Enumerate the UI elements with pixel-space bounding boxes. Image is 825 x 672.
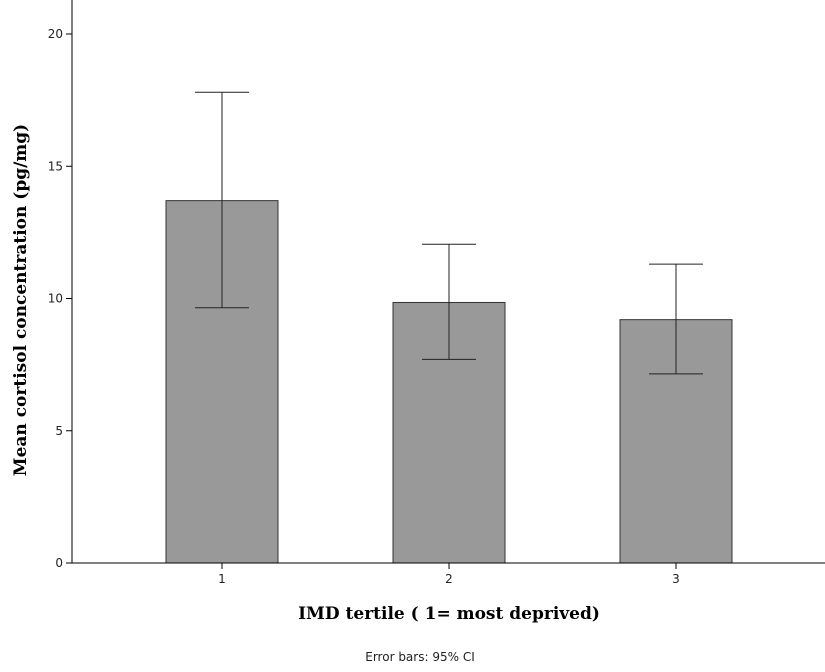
y-axis-title: Mean cortisol concentration (pg/mg) (11, 124, 31, 476)
error-bar-2 (422, 243, 476, 360)
y-tick-label: 20 (48, 27, 63, 41)
x-tick-label: 3 (672, 572, 680, 586)
bar-2 (392, 301, 506, 564)
x-axis-ticks: 1 2 3 (218, 563, 680, 586)
error-bar-1 (195, 91, 249, 309)
y-tick-label: 0 (55, 556, 63, 570)
y-tick-label: 10 (48, 292, 63, 306)
x-axis-title: IMD tertile ( 1= most deprived) (298, 604, 600, 624)
y-axis-ticks: 0 5 10 15 20 (48, 27, 72, 570)
error-bars-footnote: Error bars: 95% CI (365, 650, 474, 664)
y-tick-label: 5 (55, 424, 63, 438)
y-tick-label: 15 (48, 159, 63, 173)
x-tick-label: 1 (218, 572, 226, 586)
x-tick-label: 2 (445, 572, 453, 586)
error-bar-3 (649, 263, 703, 375)
error-bars-layer (195, 91, 703, 375)
